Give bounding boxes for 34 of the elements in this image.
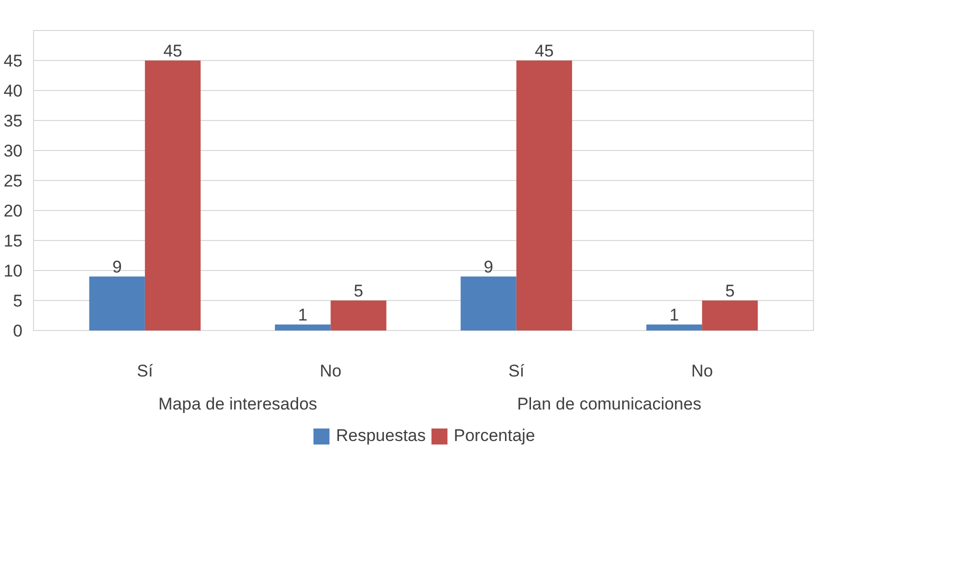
data-label: 5 — [354, 282, 364, 300]
data-label: 9 — [112, 258, 122, 276]
bar — [460, 276, 516, 330]
y-tick-label: 0 — [13, 322, 23, 340]
bar — [274, 324, 331, 330]
bar — [702, 300, 758, 330]
x-tick-label: No — [691, 362, 713, 380]
y-tick-label: 35 — [4, 112, 23, 130]
data-label: 9 — [484, 258, 494, 276]
text: Plan de comunicaciones — [517, 394, 702, 414]
y-tick-label: 30 — [4, 142, 23, 160]
y-tick-label: 10 — [4, 262, 23, 280]
y-tick-label: 15 — [4, 232, 23, 250]
x-tick-label: No — [320, 362, 342, 380]
data-label: 45 — [163, 42, 182, 60]
y-tick-label: 5 — [13, 292, 23, 310]
data-label: 45 — [534, 42, 554, 60]
bar — [646, 324, 702, 330]
bar — [330, 300, 386, 330]
bar — [89, 276, 145, 330]
x-tick-label: Sí — [136, 362, 154, 380]
y-tick-label: 40 — [4, 82, 23, 100]
y-tick-label: 25 — [4, 172, 23, 190]
data-label: 1 — [298, 306, 308, 324]
data-label: 5 — [725, 282, 735, 300]
bar — [516, 60, 572, 330]
legend-label: Porcentaje — [454, 426, 536, 446]
y-tick-label: 20 — [4, 202, 23, 220]
data-label: 1 — [669, 306, 679, 324]
text: Mapa de interesados — [158, 394, 318, 414]
y-tick-label: 45 — [4, 52, 23, 70]
bar — [144, 60, 201, 330]
legend-label: Respuestas — [336, 426, 426, 446]
x-tick-label: Sí — [508, 362, 525, 380]
